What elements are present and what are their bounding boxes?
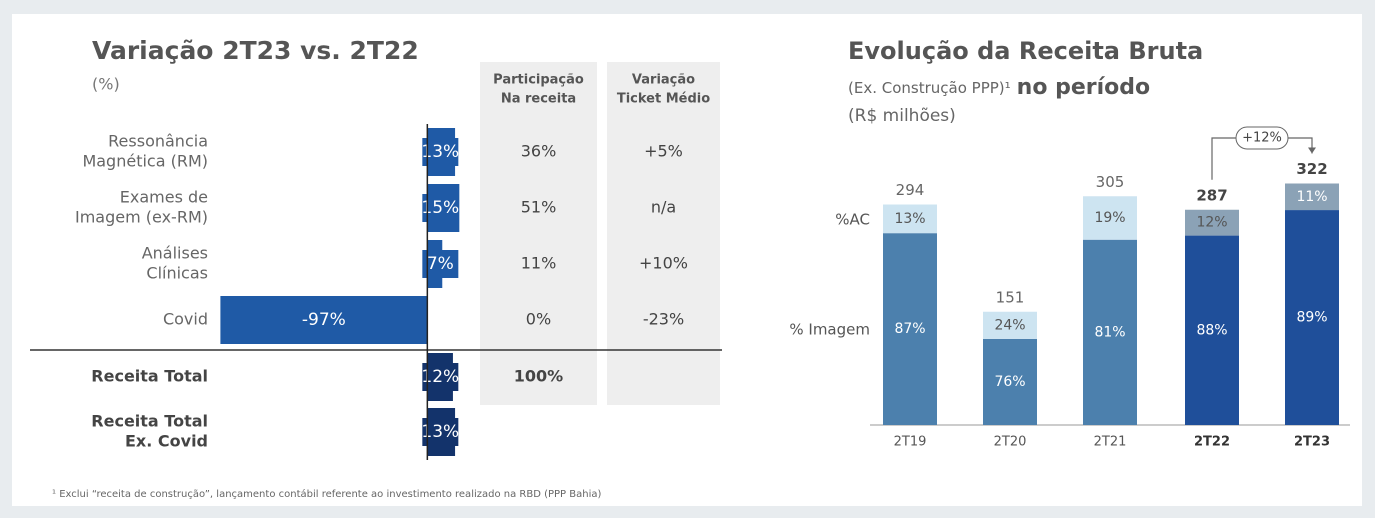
subtitle-part: no período — [1017, 75, 1150, 100]
category-label: Magnética (RM) — [82, 152, 208, 171]
segment-label: 89% — [1296, 310, 1327, 326]
category-label: Imagem (ex-RM) — [75, 208, 208, 227]
bar — [220, 296, 428, 344]
label-box — [422, 194, 459, 222]
unit-label: (R$ milhões) — [848, 106, 956, 126]
label-box — [422, 363, 459, 391]
right-subtitle: (Ex. Construção PPP)¹ no período — [848, 75, 1150, 100]
segment-label: 76% — [994, 374, 1025, 390]
value-label: 13% — [421, 422, 459, 442]
total-label: 287 — [1196, 186, 1227, 204]
segment-label: 24% — [994, 317, 1025, 333]
category-label: Clínicas — [146, 264, 208, 283]
subtitle-part: (Ex. Construção PPP)¹ — [848, 79, 1011, 97]
segment-label: 87% — [894, 321, 925, 337]
segment-label: 11% — [1296, 189, 1327, 205]
total-label: 322 — [1296, 160, 1327, 178]
column-header: Ticket Médio — [617, 92, 710, 107]
table-column — [480, 62, 597, 405]
table-cell: 0% — [526, 310, 551, 329]
segment-label: 88% — [1196, 322, 1227, 338]
table-cell: 11% — [521, 254, 557, 273]
x-tick-label: 2T23 — [1294, 435, 1330, 450]
annotation-box — [1235, 126, 1289, 150]
column-header: Variação — [632, 73, 695, 88]
table-cell: -23% — [643, 310, 684, 329]
left-title: Variação 2T23 vs. 2T22 — [92, 36, 419, 65]
series-label: % Imagem — [789, 321, 870, 339]
total-label: 151 — [996, 288, 1025, 306]
x-tick-label: 2T21 — [1094, 435, 1127, 450]
bar-segment — [983, 311, 1037, 339]
table-cell: 36% — [521, 142, 557, 161]
total-label: 305 — [1096, 173, 1125, 191]
label-box — [422, 138, 459, 166]
category-label: Receita Total — [91, 367, 208, 386]
table-cell: 51% — [521, 198, 557, 217]
table-column — [607, 62, 720, 405]
bar-segment — [1083, 239, 1137, 425]
annotation: +12% — [1242, 131, 1282, 146]
value-label: 7% — [427, 254, 454, 274]
footnote: ¹ Exclui “receita de construção”, lançam… — [52, 488, 602, 500]
table-cell: n/a — [651, 198, 676, 217]
category-label: Receita Total — [91, 412, 208, 431]
category-label: Ex. Covid — [125, 432, 208, 451]
segment-label: 12% — [1196, 215, 1227, 231]
x-tick-label: 2T19 — [894, 435, 927, 450]
column-header: Participação — [493, 73, 584, 88]
right-title: Evolução da Receita Bruta — [848, 37, 1203, 65]
label-box — [422, 250, 459, 278]
bar-segment — [1185, 235, 1239, 425]
bar-segment — [883, 204, 937, 234]
bar-segment — [1185, 209, 1239, 236]
x-tick-label: 2T20 — [994, 435, 1027, 450]
segment-label: 81% — [1094, 324, 1125, 340]
label-box — [422, 418, 459, 446]
bar-segment — [883, 233, 937, 425]
x-tick-label: 2T22 — [1194, 435, 1230, 450]
table-cell: +5% — [644, 142, 683, 161]
left-subtitle: (%) — [92, 75, 120, 94]
total-label: 294 — [896, 181, 925, 199]
table-cell: 100% — [514, 367, 563, 386]
bar-segment — [983, 338, 1037, 425]
category-label: Exames de — [120, 188, 208, 207]
segment-label: 13% — [894, 211, 925, 227]
value-label: 15% — [421, 198, 459, 218]
category-label: Ressonância — [108, 132, 208, 151]
bar-segment — [1083, 196, 1137, 240]
value-label: -97% — [302, 310, 346, 330]
annotation-arrow — [1308, 147, 1316, 154]
value-label: 12% — [421, 367, 459, 387]
value-label: 13% — [421, 142, 459, 162]
segment-label: 19% — [1094, 210, 1125, 226]
bar-segment — [1285, 183, 1339, 211]
category-label: Covid — [163, 310, 208, 329]
table-cell: +10% — [639, 254, 688, 273]
bar-segment — [1285, 210, 1339, 425]
series-label: %AC — [835, 211, 870, 229]
column-header: Na receita — [501, 92, 576, 107]
category-label: Análises — [142, 244, 208, 263]
